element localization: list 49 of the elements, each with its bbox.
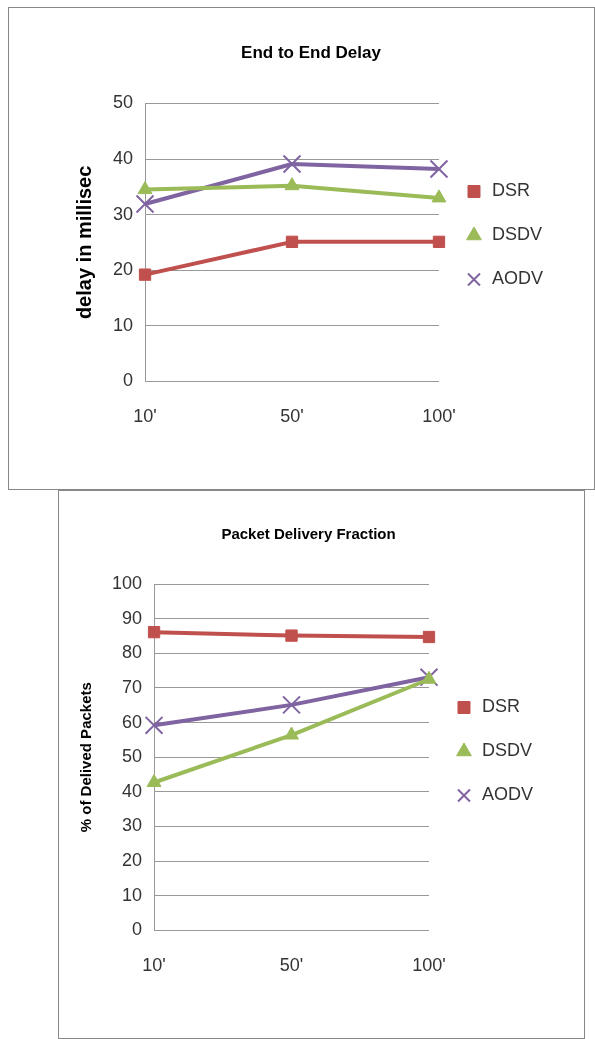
y-tick-label: 0 — [132, 919, 143, 940]
point — [138, 268, 152, 281]
y-tick-label: 30 — [122, 815, 143, 836]
point — [431, 189, 447, 203]
point — [432, 235, 446, 248]
legend-label: AODV — [481, 784, 533, 805]
point — [284, 726, 299, 740]
y-tick-label: 60 — [122, 711, 143, 732]
y-tick-label: 20 — [122, 850, 143, 871]
legend-label: DSDV — [491, 224, 542, 245]
y-tick-label: 0 — [123, 370, 134, 391]
x-tick-label: 100' — [412, 955, 446, 976]
point — [285, 629, 298, 642]
point — [147, 625, 161, 639]
legend-label: AODV — [491, 268, 543, 289]
x-tick-label: 50' — [280, 406, 304, 427]
point — [282, 154, 302, 174]
y-tick-label: 40 — [112, 147, 134, 168]
y-tick-label: 20 — [112, 259, 134, 280]
y-tick-label: 50 — [122, 746, 143, 767]
chart-title: End to End Delay — [241, 42, 382, 62]
point — [137, 181, 153, 195]
y-tick-label: 10 — [122, 884, 143, 905]
point — [422, 630, 436, 644]
legend-label: DSDV — [481, 740, 532, 761]
y-tick-label: 40 — [122, 780, 143, 801]
y-tick-label: 30 — [112, 203, 134, 224]
y-tick-label: 90 — [122, 607, 143, 628]
y-tick-label: 100 — [111, 572, 143, 593]
point — [135, 194, 155, 214]
y-tick-label: 70 — [122, 676, 143, 697]
point — [429, 159, 449, 179]
legend-label: DSR — [491, 180, 530, 201]
x-tick-label: 50' — [279, 955, 304, 976]
legend-label: DSR — [481, 696, 520, 717]
x-tick-label: 10' — [133, 406, 157, 427]
chart-title: Packet Delivery Fraction — [221, 525, 396, 543]
point — [284, 177, 300, 191]
x-tick-label: 100' — [422, 406, 456, 427]
y-axis-title: delay in millisec — [72, 165, 95, 320]
point — [285, 235, 299, 248]
y-tick-label: 50 — [112, 92, 134, 113]
point — [282, 695, 301, 715]
point — [146, 773, 162, 787]
y-tick-label: 10 — [112, 314, 134, 335]
y-tick-label: 80 — [122, 642, 143, 663]
point — [144, 715, 164, 735]
x-tick-label: 10' — [142, 955, 166, 976]
y-axis-title: % of Delived Packets — [77, 682, 95, 833]
